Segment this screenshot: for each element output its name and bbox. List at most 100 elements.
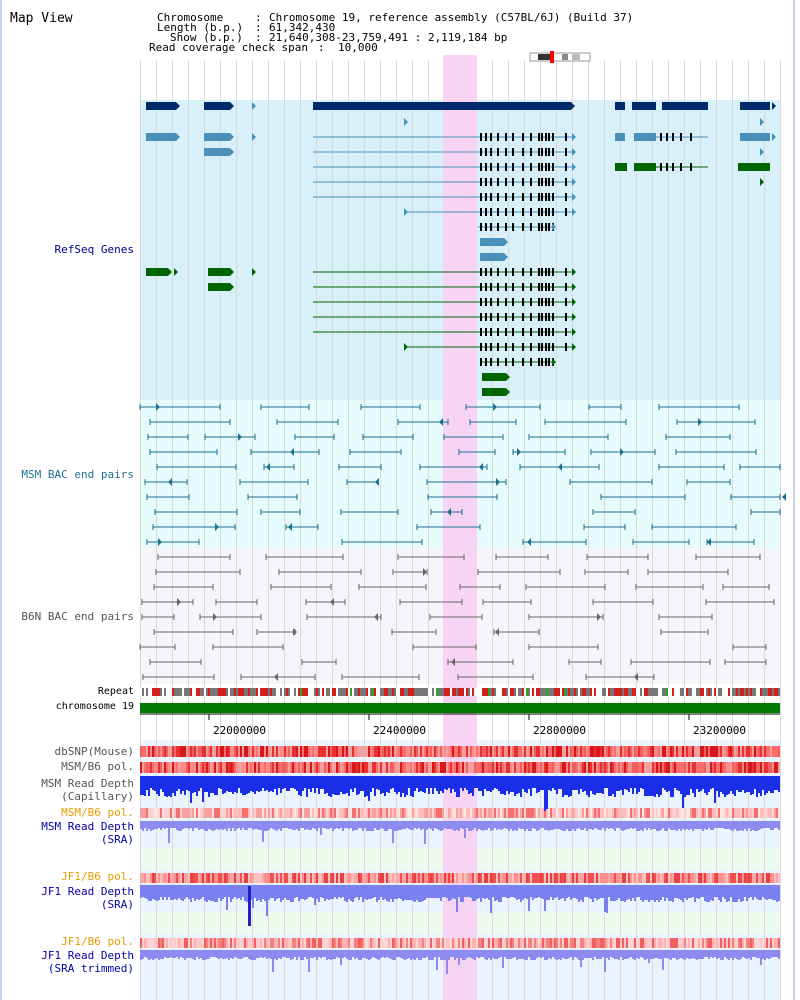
msm-depth-sra-bar: [664, 821, 666, 831]
gene-exon-tick: [666, 133, 668, 141]
dbsnp-cell: [732, 746, 734, 757]
jf1-depth-sra-bar: [342, 885, 344, 897]
repeat-cell: [422, 688, 424, 696]
jf1-depth-sra-bar: [756, 885, 758, 899]
jf1-b6-pol-cell: [714, 873, 716, 883]
msm-b6-pol-cell: [438, 762, 440, 773]
jf1-b6-pol-cell: [552, 873, 554, 883]
gene-exon-tick: [538, 208, 540, 216]
jf1-depth-sra-bar: [488, 885, 490, 900]
repeat-cell: [688, 688, 690, 696]
jf1-b6-pol2-cell: [390, 938, 392, 948]
msm-b6-pol2-cell: [314, 808, 316, 818]
jf1-depth-trimmed-bar: [208, 950, 210, 959]
gene-exon-tick: [538, 328, 540, 336]
jf1-b6-pol-cell: [260, 873, 262, 883]
jf1-b6-pol-cell: [344, 873, 346, 883]
jf1-depth-sra-bar: [406, 885, 408, 900]
jf1-b6-pol2-cell: [688, 938, 690, 948]
msm-b6-pol2-cell: [712, 808, 714, 818]
jf1-b6-pol-cell: [590, 873, 592, 883]
msm-depth-capillary-bar: [166, 776, 168, 797]
repeat-cell: [164, 688, 166, 696]
msm-depth-capillary-bar: [516, 776, 518, 794]
jf1-b6-pol2-cell: [410, 938, 412, 948]
jf1-b6-pol2-cell: [492, 938, 494, 948]
msm-b6-pol-cell: [672, 762, 674, 773]
msm-depth-capillary-bar: [144, 776, 146, 796]
msm-depth-sra-bar: [578, 821, 580, 828]
msm-depth-sra-bar: [462, 821, 464, 829]
msm-depth-capillary-bar: [726, 776, 728, 795]
msm-depth-capillary-bar: [220, 776, 222, 789]
jf1-depth-trimmed-bar: [354, 950, 356, 959]
msm-depth-capillary-bar: [448, 776, 450, 788]
msm-depth-sra-bar: [318, 821, 320, 828]
dbsnp-cell: [408, 746, 410, 757]
msm-depth-sra-bar: [142, 821, 144, 831]
jf1-b6-pol-cell: [624, 873, 626, 883]
msm-b6-pol-cell: [280, 762, 282, 773]
msm-b6-pol-cell: [380, 762, 382, 773]
jf1-depth-trimmed-bar: [296, 950, 298, 960]
jf1-b6-pol2-cell: [282, 938, 284, 948]
msm-b6-pol-cell: [392, 762, 394, 773]
msm-b6-pol2-cell: [580, 808, 582, 818]
repeat-cell: [280, 688, 282, 696]
dbsnp-cell: [772, 746, 774, 757]
jf1-depth-trimmed-bar: [622, 950, 624, 960]
jf1-depth-sra-bar: [180, 885, 182, 900]
gene-strand-arrow: [552, 358, 556, 366]
jf1-depth-trimmed-bar: [144, 950, 146, 957]
jf1-depth-trimmed-bar: [526, 950, 528, 960]
gene-exon-tick: [565, 178, 567, 186]
gene-exon-tick: [497, 178, 499, 186]
dbsnp-cell: [658, 746, 660, 757]
msm-b6-pol2-cell: [472, 808, 474, 818]
jf1-depth-trimmed-bar: [204, 950, 206, 960]
jf1-b6-pol-cell: [718, 873, 720, 883]
msm-b6-pol-cell: [550, 762, 552, 773]
msm-b6-pol2-cell: [708, 808, 710, 818]
msm-b6-pol-cell: [652, 762, 654, 773]
msm-depth-sra-bar: [686, 821, 688, 829]
repeat-cell: [226, 688, 228, 696]
jf1-b6-pol2-cell: [560, 938, 562, 948]
dbsnp-cell: [264, 746, 266, 757]
jf1-b6-pol-cell: [322, 873, 324, 883]
repeat-cell: [156, 688, 158, 696]
jf1-depth-trimmed-bar: [366, 950, 368, 959]
msm-b6-pol-cell: [560, 762, 562, 773]
jf1-depth-sra-bar: [316, 885, 318, 899]
jf1-depth-sra-bar: [538, 885, 540, 897]
repeat-cell: [710, 688, 712, 696]
jf1-depth-trimmed-bar: [270, 950, 272, 959]
dbsnp-cell: [634, 746, 636, 757]
jf1-b6-pol-cell: [424, 873, 426, 883]
msm-b6-pol2-cell: [652, 808, 654, 818]
repeat-cell: [610, 688, 612, 696]
gene-exon: [146, 268, 168, 276]
msm-b6-pol-cell: [608, 762, 610, 773]
dbsnp-cell: [154, 746, 156, 757]
repeat-cell: [244, 688, 246, 696]
msm-b6-pol2-cell: [616, 808, 618, 818]
jf1-b6-pol2-cell: [572, 938, 574, 948]
jf1-b6-pol-cell: [702, 873, 704, 883]
dbsnp-cell: [226, 746, 228, 757]
msm-b6-pol2-cell: [778, 808, 780, 818]
repeat-cell: [488, 688, 490, 696]
repeat-cell: [282, 688, 284, 696]
dbsnp-cell: [548, 746, 550, 757]
msm-depth-sra-bar: [690, 821, 692, 829]
gene-exon-tick: [522, 133, 524, 141]
msm-b6-pol-cell: [284, 762, 286, 773]
gene-exon: [480, 238, 504, 246]
jf1-depth-sra-bar: [314, 885, 316, 905]
jf1-b6-pol-cell: [628, 873, 630, 883]
msm-depth-capillary-bar: [642, 776, 644, 789]
repeat-cell: [398, 688, 400, 696]
msm-depth-sra-bar: [682, 821, 684, 829]
msm-b6-pol-cell: [414, 762, 416, 773]
